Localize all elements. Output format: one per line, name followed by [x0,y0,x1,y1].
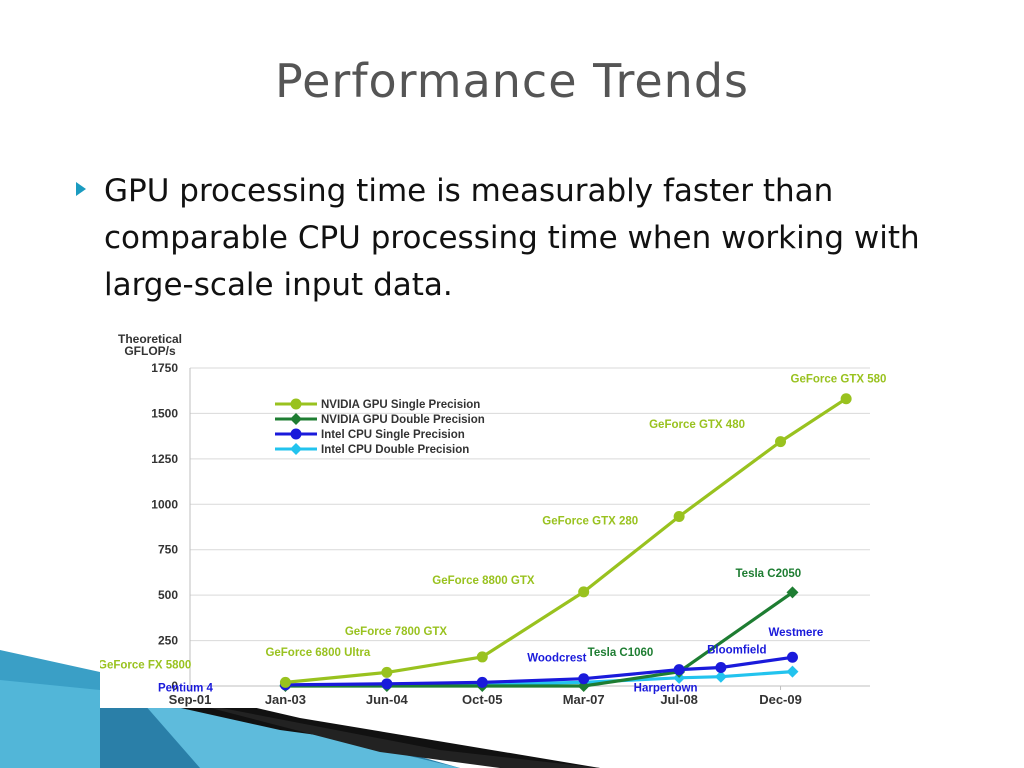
bullet-text: GPU processing time is measurably faster… [104,173,920,303]
x-tick-label: Sep-01 [169,692,212,707]
data-point [840,393,852,405]
x-tick-label: Oct-05 [462,692,502,707]
data-point [786,586,799,599]
annotation-label: GeForce 8800 GTX [432,575,535,587]
data-point [381,666,393,678]
x-tick-label: Jan-03 [265,692,306,707]
annotation-label: GeForce GTX 280 [542,515,638,527]
annotation-label: Bloomfield [707,644,766,656]
y-tick-label: 1750 [151,361,178,375]
performance-chart: 0 250 500 750 1000 1250 1500 1750 Sep-01 Jan-03 Ju… [100,328,890,708]
annotation-label: GeForce GTX 580 [791,373,887,385]
chart-series [279,393,852,692]
series-line [285,397,847,684]
data-point [578,673,590,685]
data-point [578,586,590,598]
y-tick-label: 0 [171,679,178,693]
y-tick-label: 250 [158,634,178,648]
annotation-label: Westmere [769,627,824,639]
x-tick-label: Jul-08 [660,692,698,707]
chart-grid [190,367,870,642]
data-point [290,398,302,410]
data-point [476,651,488,663]
data-point [714,670,727,683]
series-line [285,591,794,688]
annotation-label: Woodcrest [527,652,586,664]
legend-label: NVIDIA GPU Double Precision [321,414,485,426]
y-tick-label: 1500 [151,406,178,420]
data-point [786,665,799,678]
legend-entry: NVIDIA GPU Single Precision [275,398,480,411]
annotation-label: GeForce GTX 480 [649,419,745,431]
y-axis-label: Theoretical [118,332,182,346]
y-tick-label: 1000 [151,497,178,511]
legend-label: NVIDIA GPU Single Precision [321,399,480,411]
annotation-label: GeForce 7800 GTX [345,626,448,638]
annotation-label: Harpertown [634,682,698,694]
legend-label: Intel CPU Double Precision [321,444,469,456]
legend-entry: Intel CPU Single Precision [275,428,465,441]
annotation-label: Tesla C2050 [736,568,802,580]
y-tick-label: 750 [158,543,178,557]
x-tick-label: Mar-07 [563,692,605,707]
annotation-label: Pentium 4 [158,682,214,694]
y-tick-label: 1250 [151,452,178,466]
data-point [786,651,798,663]
chart-annotations: GeForce GTX 580 GeForce GTX 480 GeForce GT… [100,373,886,694]
bullet-arrow-icon [76,182,86,196]
data-point [673,664,685,676]
annotation-label: GeForce 6800 Ultra [265,647,370,659]
legend-label: Intel CPU Single Precision [321,429,465,441]
y-axis-label: GFLOP/s [124,344,176,358]
data-point [290,428,302,440]
data-point [381,678,393,690]
x-tick-label: Dec-09 [759,692,802,707]
data-point [673,510,685,522]
data-point [476,676,488,688]
chart-legend: NVIDIA GPU Single Precision NVIDIA GPU Do… [275,398,485,456]
data-point [290,443,302,455]
data-point [775,436,787,448]
annotation-label: GeForce FX 5800 [100,660,191,672]
annotation-label: Tesla C1060 [588,647,654,659]
legend-entry: Intel CPU Double Precision [275,443,469,456]
data-point [279,676,291,688]
data-point [715,661,727,673]
slide-title: Performance Trends [275,54,749,108]
data-point [290,413,302,425]
x-tick-label: Jun-04 [366,692,409,707]
legend-entry: NVIDIA GPU Double Precision [275,413,485,426]
y-tick-label: 500 [158,588,178,602]
series-nvidia-gpu-single-precision [279,393,852,688]
